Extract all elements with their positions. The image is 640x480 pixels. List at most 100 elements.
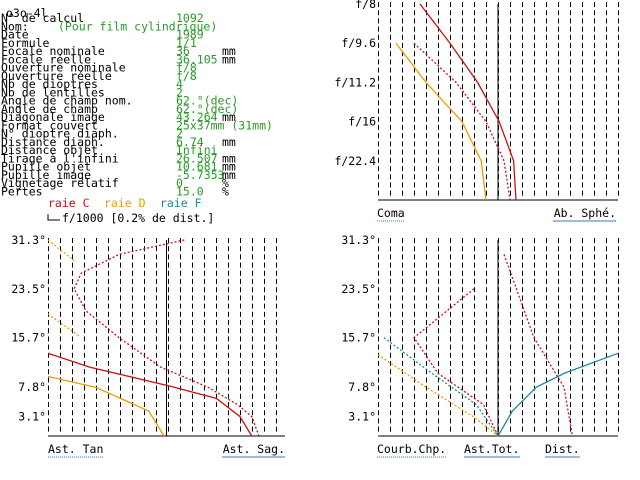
grid-tick [486, 51, 487, 57]
grid-tick [534, 303, 535, 309]
grid-tick [96, 369, 97, 375]
grid-tick [450, 166, 451, 171]
grid-tick [426, 75, 427, 81]
grid-tick [390, 385, 391, 391]
grid-tick [132, 320, 133, 325]
grid-tick [534, 174, 535, 180]
grid-tick [414, 336, 415, 342]
y-tick-label: f/16 [348, 115, 376, 129]
grid-tick [510, 287, 511, 293]
grid-tick [546, 92, 547, 98]
grid-tick [204, 418, 205, 424]
grid-tick [402, 311, 403, 317]
grid-tick [462, 18, 463, 24]
grid-tick [546, 311, 547, 317]
grid-tick [510, 410, 511, 416]
grid-tick [228, 279, 229, 284]
grid-tick [474, 166, 475, 171]
grid-tick [474, 385, 475, 391]
grid-tick [72, 426, 73, 432]
grid-tick [534, 116, 535, 122]
grid-tick [486, 303, 487, 309]
grid-tick [474, 157, 475, 163]
grid-tick [120, 369, 121, 375]
grid-tick [240, 377, 241, 383]
grid-tick [438, 2, 439, 7]
grid-tick [402, 166, 403, 171]
grid-tick [192, 238, 193, 243]
grid-tick [390, 116, 391, 122]
grid-tick [438, 311, 439, 317]
grid-tick [144, 238, 145, 243]
grid-tick [618, 262, 619, 268]
grid-tick [390, 141, 391, 147]
grid-tick [426, 100, 427, 106]
grid-tick [618, 108, 619, 114]
grid-tick [426, 336, 427, 342]
grid-tick [522, 67, 523, 73]
grid-tick [462, 116, 463, 122]
grid-tick [558, 295, 559, 301]
grid-tick [378, 328, 379, 334]
grid-tick [72, 344, 73, 350]
grid-tick [276, 418, 277, 424]
grid-tick [450, 100, 451, 106]
grid-tick [60, 336, 61, 342]
grid-tick [72, 385, 73, 391]
grid-tick [216, 361, 217, 366]
grid-tick [522, 51, 523, 57]
grid-tick [156, 254, 157, 260]
grid-tick [534, 166, 535, 171]
grid-tick [240, 279, 241, 284]
grid-tick [546, 10, 547, 16]
grid-tick [570, 418, 571, 424]
grid-tick [168, 254, 169, 260]
grid-tick [414, 238, 415, 243]
grid-tick [510, 303, 511, 309]
grid-tick [510, 174, 511, 180]
grid-tick [486, 279, 487, 284]
grid-tick [144, 418, 145, 424]
grid-tick [264, 369, 265, 375]
grid-tick [144, 369, 145, 375]
grid-tick [534, 393, 535, 399]
grid-tick [546, 270, 547, 276]
grid-tick [522, 262, 523, 268]
param-value: (Pour film cylindrique) [58, 19, 217, 33]
param-unit: % [222, 184, 229, 198]
grid-tick [276, 377, 277, 383]
grid-tick [390, 100, 391, 106]
grid-tick [558, 361, 559, 366]
grid-tick [486, 125, 487, 130]
grid-tick [558, 92, 559, 98]
grid-tick [390, 26, 391, 32]
grid-tick [438, 174, 439, 180]
grid-tick [204, 262, 205, 268]
grid-tick [60, 352, 61, 358]
grid-tick [132, 410, 133, 416]
grid-tick [426, 59, 427, 65]
grid-tick [402, 84, 403, 89]
grid-tick [60, 393, 61, 399]
grid-tick [252, 385, 253, 391]
grid-tick [96, 361, 97, 366]
grid-tick [582, 149, 583, 155]
grid-tick [582, 18, 583, 24]
grid-tick [108, 402, 109, 407]
param-row: Angle de champ nom. 62.°(dec) [1, 94, 238, 108]
grid-tick [462, 369, 463, 375]
grid-tick [582, 270, 583, 276]
astigmatism-chart: 31.3°23.5°15.7°7.8°3.1°Ast. Tan Ast. Sag. [11, 233, 285, 458]
grid-tick [132, 238, 133, 243]
grid-tick [606, 18, 607, 24]
grid-tick [486, 26, 487, 32]
grid-tick [276, 328, 277, 334]
grid-tick [276, 295, 277, 301]
param-value: 43.264 [176, 110, 218, 124]
grid-tick [96, 287, 97, 293]
grid-tick [240, 295, 241, 301]
grid-tick [378, 43, 379, 48]
grid-tick [48, 418, 49, 424]
grid-tick [378, 270, 379, 276]
param-row: Formule 1/1 [1, 36, 197, 50]
